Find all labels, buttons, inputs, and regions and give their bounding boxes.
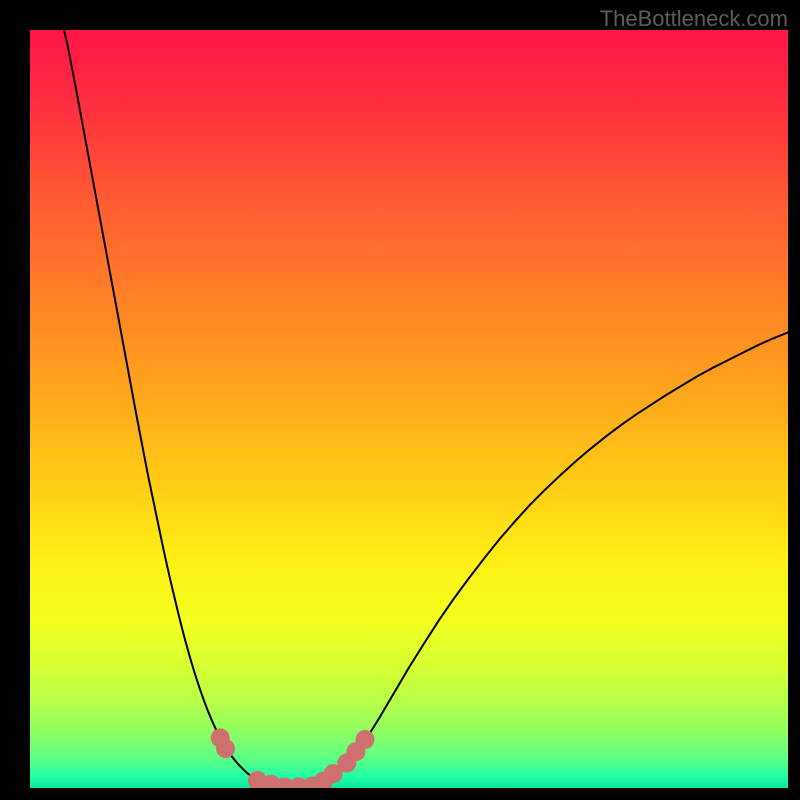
gradient-background (30, 30, 788, 788)
plot-area (30, 30, 788, 788)
bottleneck-chart: TheBottleneck.com (0, 0, 800, 800)
plot-svg (30, 30, 788, 788)
marker-dot (216, 739, 235, 758)
watermark-text: TheBottleneck.com (600, 6, 788, 32)
marker-dot (356, 730, 375, 749)
